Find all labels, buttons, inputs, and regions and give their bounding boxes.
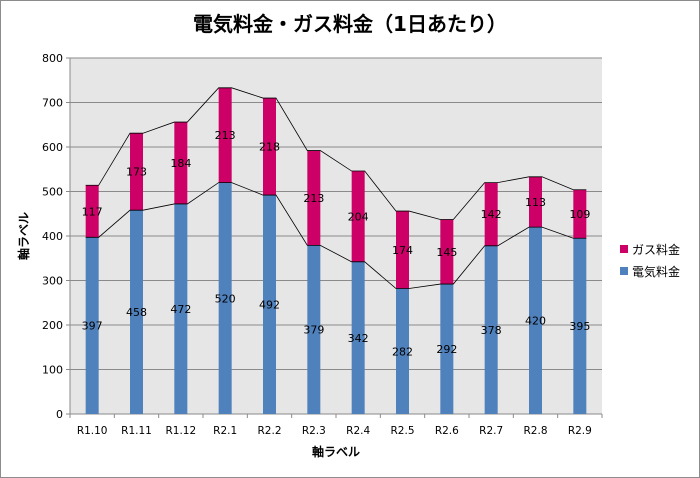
legend-item-gas: ガス料金 — [620, 238, 680, 260]
y-tick-label: 800 — [42, 52, 63, 65]
x-tick-label: R2.3 — [302, 425, 326, 437]
bar-electric — [85, 237, 99, 414]
bar-electric — [307, 245, 321, 414]
data-label-gas: 109 — [569, 208, 590, 221]
bar-gas — [573, 189, 587, 239]
x-tick-label: R2.9 — [568, 425, 592, 437]
data-label-gas: 117 — [82, 205, 103, 218]
data-label-electric: 378 — [481, 324, 502, 337]
x-tick-label: R2.6 — [435, 425, 459, 437]
y-tick-label: 400 — [42, 230, 63, 243]
bar-gas — [85, 185, 99, 238]
data-label-gas: 184 — [170, 157, 191, 170]
bar-gas — [351, 171, 365, 262]
x-tick-label: R1.10 — [77, 425, 108, 437]
chart-legend: ガス料金 電気料金 — [620, 238, 680, 282]
x-tick-label: R2.8 — [524, 425, 548, 437]
data-label-electric: 397 — [82, 320, 103, 333]
bar-gas — [396, 211, 409, 289]
data-label-gas: 218 — [259, 141, 280, 154]
x-tick-label: R1.12 — [165, 425, 196, 437]
bar-electric — [573, 238, 587, 414]
x-axis-title: 軸ラベル — [312, 444, 360, 459]
bar-electric — [440, 284, 454, 414]
legend-swatch-gas — [620, 245, 628, 253]
y-tick-label: 500 — [42, 186, 63, 199]
data-label-gas: 142 — [481, 208, 502, 221]
legend-label-gas: ガス料金 — [632, 242, 681, 257]
x-tick-label: R2.7 — [479, 425, 503, 437]
bar-gas — [218, 87, 232, 183]
bar-electric — [529, 227, 542, 414]
x-tick-label: R1.11 — [121, 425, 152, 437]
series-line-total — [85, 87, 587, 220]
data-label-gas: 113 — [525, 196, 546, 209]
y-tick-label: 600 — [42, 141, 63, 154]
data-label-gas: 213 — [303, 192, 324, 205]
x-tick-label: R2.4 — [346, 425, 370, 437]
data-label-electric: 395 — [569, 320, 590, 333]
data-label-gas: 204 — [348, 210, 369, 223]
data-label-electric: 420 — [525, 315, 546, 328]
bar-gas — [263, 98, 276, 196]
bar-gas — [130, 133, 143, 211]
bar-electric — [396, 288, 409, 414]
y-tick-label: 100 — [42, 364, 63, 377]
y-tick-label: 0 — [56, 408, 63, 421]
x-tick-label: R2.2 — [258, 425, 282, 437]
x-tick-label: R2.5 — [391, 425, 415, 437]
data-label-electric: 379 — [303, 324, 324, 337]
y-axis-title: 軸ラベル — [16, 212, 31, 260]
chart-title: 電気料金・ガス料金（1日あたり） — [193, 12, 507, 36]
bar-electric — [218, 182, 232, 414]
legend-swatch-electric — [620, 267, 628, 275]
data-label-gas: 173 — [126, 166, 147, 179]
data-label-electric: 492 — [259, 299, 280, 312]
data-label-gas: 145 — [436, 246, 457, 259]
data-label-electric: 520 — [215, 292, 236, 305]
bar-electric — [484, 245, 498, 414]
data-label-electric: 282 — [392, 345, 413, 358]
bar-electric — [130, 210, 143, 414]
data-label-electric: 472 — [170, 303, 191, 316]
series-line-electric — [85, 182, 587, 289]
bar-gas — [440, 219, 454, 285]
data-label-electric: 458 — [126, 306, 147, 319]
bar-electric — [263, 195, 276, 414]
legend-label-electric: 電気料金 — [632, 264, 681, 279]
data-label-gas: 174 — [392, 244, 413, 257]
y-tick-label: 200 — [42, 319, 63, 332]
bar-gas — [307, 150, 321, 246]
bar-electric — [174, 203, 188, 414]
bar-gas — [529, 176, 542, 228]
bar-gas — [484, 182, 498, 246]
legend-item-electric: 電気料金 — [620, 260, 680, 282]
data-label-gas: 213 — [215, 129, 236, 142]
y-tick-label: 700 — [42, 97, 63, 110]
y-tick-label: 300 — [42, 275, 63, 288]
data-label-electric: 342 — [348, 332, 369, 345]
data-label-electric: 292 — [436, 343, 457, 356]
bar-gas — [174, 122, 188, 204]
x-tick-label: R2.1 — [213, 425, 237, 437]
bar-electric — [351, 261, 365, 414]
